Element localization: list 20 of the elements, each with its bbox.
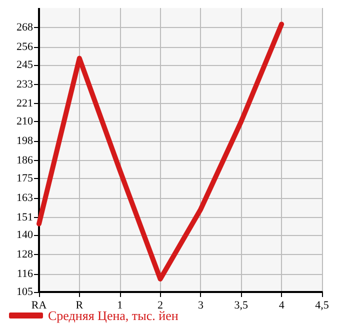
y-tick-label: 233 [16,78,34,90]
y-tick-label: 140 [16,229,34,242]
y-tick-label: 256 [16,40,34,53]
y-tick-label: 105 [16,286,34,298]
x-tick-label: 4,5 [315,300,330,312]
y-tick-label: 268 [16,21,34,34]
y-tick-label: 128 [16,248,34,261]
y-tick-label: 175 [16,172,34,184]
y-tick-label: 151 [16,211,33,224]
y-tick-label: 163 [16,192,34,204]
y-tick-label: 186 [16,154,34,167]
y-tick-label: 210 [16,116,34,128]
x-tick-label: RA [31,300,47,312]
x-tick-label: 3,5 [234,300,249,312]
x-tick-label: 3 [198,300,204,312]
y-tick-label: 221 [16,98,33,110]
y-tick-label: 198 [16,135,34,148]
y-tick-label: 116 [16,268,34,280]
x-tick-label: 4 [278,300,285,312]
y-tick-label: 245 [16,58,34,71]
